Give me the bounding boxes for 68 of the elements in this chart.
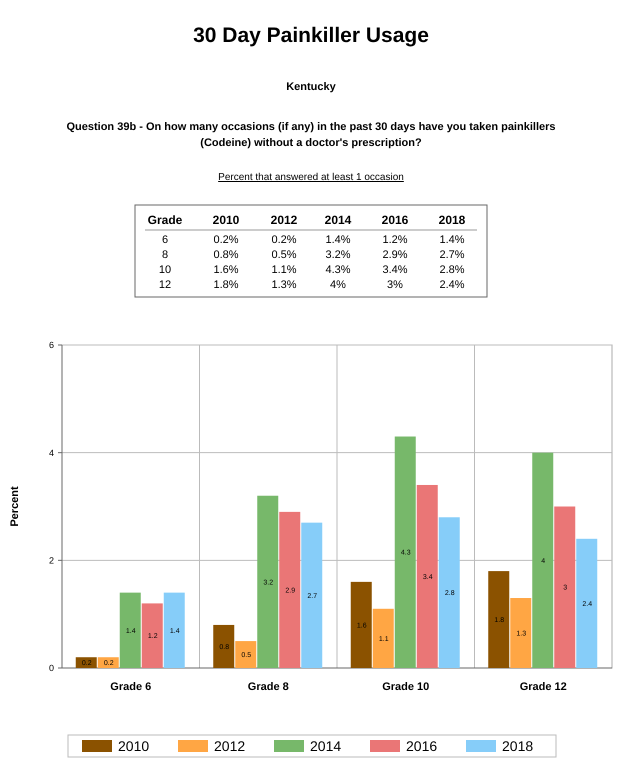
data-label: 1.3% (271, 279, 297, 291)
chart-title: 30 Day Painkiller Usage (193, 24, 429, 47)
data-label: 0.8% (213, 249, 239, 261)
bar (279, 512, 300, 668)
data-label: 0.2% (213, 234, 239, 246)
data-label: 3.2% (325, 249, 351, 261)
legend-label: 2016 (406, 738, 438, 754)
bar (510, 598, 532, 668)
bar (235, 641, 256, 668)
bar (576, 538, 598, 668)
data-label: 1.4% (439, 234, 465, 246)
legend-label: 2010 (118, 738, 150, 754)
data-label: 2.7% (439, 249, 465, 261)
y-tick-label: 8 (162, 249, 168, 261)
legend-label: 2012 (214, 738, 246, 754)
data-label: 3% (387, 279, 404, 291)
x-tick-label: 2012 (270, 213, 298, 227)
bar (142, 603, 163, 668)
data-label: 4.3% (325, 264, 351, 276)
text: Question 39b - On how many occasions (if any) in the past 30 days have you taken painkillers (Codeine) without a doctor's prescription? (66, 121, 556, 149)
x-tick-label: Grade 10 (382, 681, 430, 693)
bar (301, 522, 322, 668)
data-label: 2.9% (382, 249, 408, 261)
bar (554, 506, 576, 668)
bar (350, 582, 372, 668)
data-label: 4% (330, 279, 346, 291)
data-label: 1.2% (382, 234, 408, 246)
bar (164, 592, 185, 668)
bar (98, 657, 119, 668)
legend-label: 2014 (310, 738, 342, 754)
y-tick-label: 10 (158, 264, 172, 276)
data-label: 1.1% (271, 264, 297, 276)
bar (394, 436, 416, 668)
bar (416, 484, 438, 668)
legend-label: 2018 (502, 738, 534, 754)
data-label: 3.4% (382, 264, 408, 276)
x-tick-label: Grade 8 (248, 681, 289, 693)
y-tick-label: 6 (162, 234, 168, 246)
text: Percent that answered at least 1 occasion (218, 172, 404, 183)
bar (488, 571, 510, 668)
x-tick-label: 2018 (438, 213, 466, 227)
x-tick-label: Grade 6 (110, 681, 152, 693)
bar (120, 592, 141, 668)
chart-subtitle: Kentucky (286, 81, 337, 93)
y-axis-title: Grade (148, 213, 183, 227)
x-tick-label: 2016 (382, 213, 409, 227)
data-label: 2.8% (439, 264, 465, 276)
y-tick-label: 0 (48, 663, 54, 674)
data-label: 0.2% (271, 234, 297, 246)
bar (213, 624, 234, 668)
y-axis-title: Percent (9, 486, 21, 527)
data-label: 0.5% (271, 249, 297, 261)
bar (372, 608, 394, 668)
bar (257, 496, 278, 668)
y-tick-label: 4 (48, 448, 54, 458)
data-label: 2.4% (439, 279, 465, 291)
x-tick-label: 2014 (324, 213, 352, 227)
x-tick-label: Grade 12 (520, 681, 567, 693)
x-tick-label: 2010 (212, 213, 240, 227)
bar (76, 657, 97, 668)
y-tick-label: 12 (158, 279, 172, 291)
bar (438, 517, 460, 668)
bar (532, 452, 554, 668)
data-label: 1.6% (213, 264, 239, 276)
y-tick-label: 6 (48, 340, 54, 350)
data-label: 1.8% (213, 279, 239, 291)
y-tick-label: 2 (48, 555, 54, 566)
data-label: 1.4% (325, 234, 351, 246)
